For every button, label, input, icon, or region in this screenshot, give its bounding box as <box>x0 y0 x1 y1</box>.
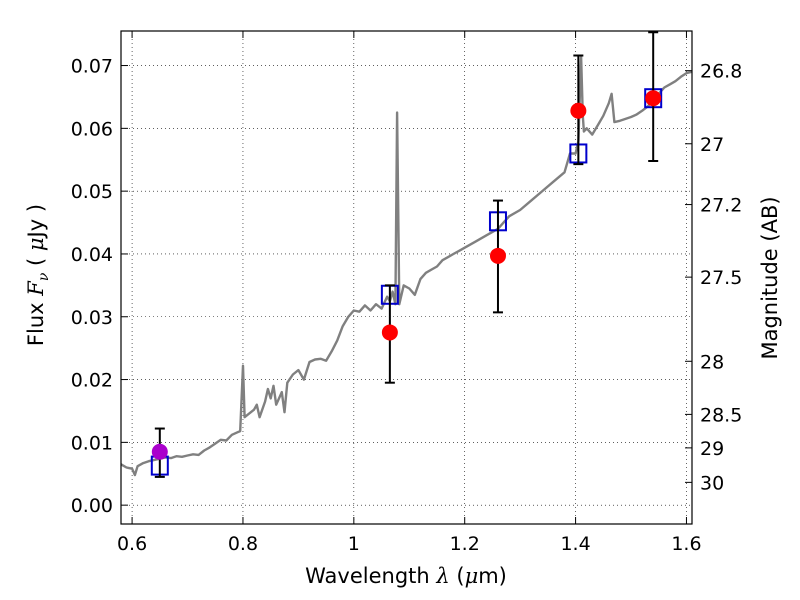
observed-flux-point <box>645 90 662 107</box>
observed-flux-point <box>151 443 168 460</box>
y-tick-label: 0.06 <box>71 118 113 140</box>
observed-flux-point <box>570 102 587 119</box>
y-tick-label: 0.07 <box>71 56 113 78</box>
right-tick-label: 27.5 <box>700 267 742 289</box>
x-tick-label: 1.6 <box>671 533 701 555</box>
right-tick-label: 30 <box>700 472 724 494</box>
y-tick-label: 0.03 <box>71 307 113 329</box>
observed-flux-point <box>381 324 398 341</box>
y-tick-label: 0.01 <box>71 432 113 454</box>
y-tick-label: 0.00 <box>71 495 113 517</box>
right-axis-label: Magnitude (AB) <box>758 196 782 359</box>
x-tick-label: 0.8 <box>228 533 258 555</box>
y-axis-label: Flux Fν ( μJy ) <box>24 204 52 346</box>
observed-flux-point <box>489 247 506 264</box>
right-tick-label: 26.8 <box>700 61 742 83</box>
x-tick-label: 1.2 <box>450 533 480 555</box>
x-tick-label: 1.4 <box>560 533 590 555</box>
model-spectrum-line <box>121 54 692 477</box>
plot-area <box>121 31 692 478</box>
right-tick-label: 28 <box>700 351 724 373</box>
x-tick-label: 0.6 <box>117 533 147 555</box>
right-tick-label: 27 <box>700 134 724 156</box>
right-tick-label: 27.2 <box>700 195 742 217</box>
x-tick-label: 1 <box>348 533 360 555</box>
axis-ticks: 0.6 0.8 1 1.2 1.4 1.6 0.00 0.01 0.02 0.03 0.04 0.05… <box>71 31 742 555</box>
y-tick-label: 0.02 <box>71 370 113 392</box>
right-tick-label: 28.5 <box>700 404 742 426</box>
y-tick-label: 0.05 <box>71 181 113 203</box>
right-tick-label: 29 <box>700 438 724 460</box>
x-axis-label: Wavelength λ (μm) <box>305 564 507 588</box>
y-tick-label: 0.04 <box>71 244 113 266</box>
